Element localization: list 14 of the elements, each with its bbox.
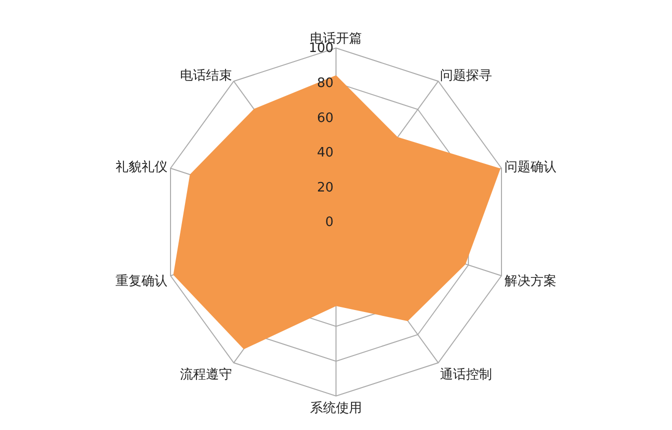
spoke-label: 问题确认 bbox=[504, 160, 556, 175]
y-tick-label: 80 bbox=[317, 76, 334, 92]
spoke-label: 礼貌礼仪 bbox=[116, 160, 168, 175]
y-tick-label: 20 bbox=[317, 180, 334, 196]
spoke-label: 重复确认 bbox=[116, 274, 168, 290]
spoke-label: 问题探寻 bbox=[440, 68, 492, 84]
y-tick-label: 40 bbox=[317, 146, 334, 161]
y-tick-label: 0 bbox=[325, 215, 334, 230]
spoke-label: 电话结束 bbox=[180, 68, 232, 84]
spoke-label: 解决方案 bbox=[504, 273, 556, 290]
spoke-label: 系统使用 bbox=[310, 401, 362, 416]
spoke-label: 通话控制 bbox=[440, 367, 492, 382]
y-tick-label: 60 bbox=[317, 110, 334, 126]
spoke-label: 流程遵守 bbox=[180, 366, 232, 382]
